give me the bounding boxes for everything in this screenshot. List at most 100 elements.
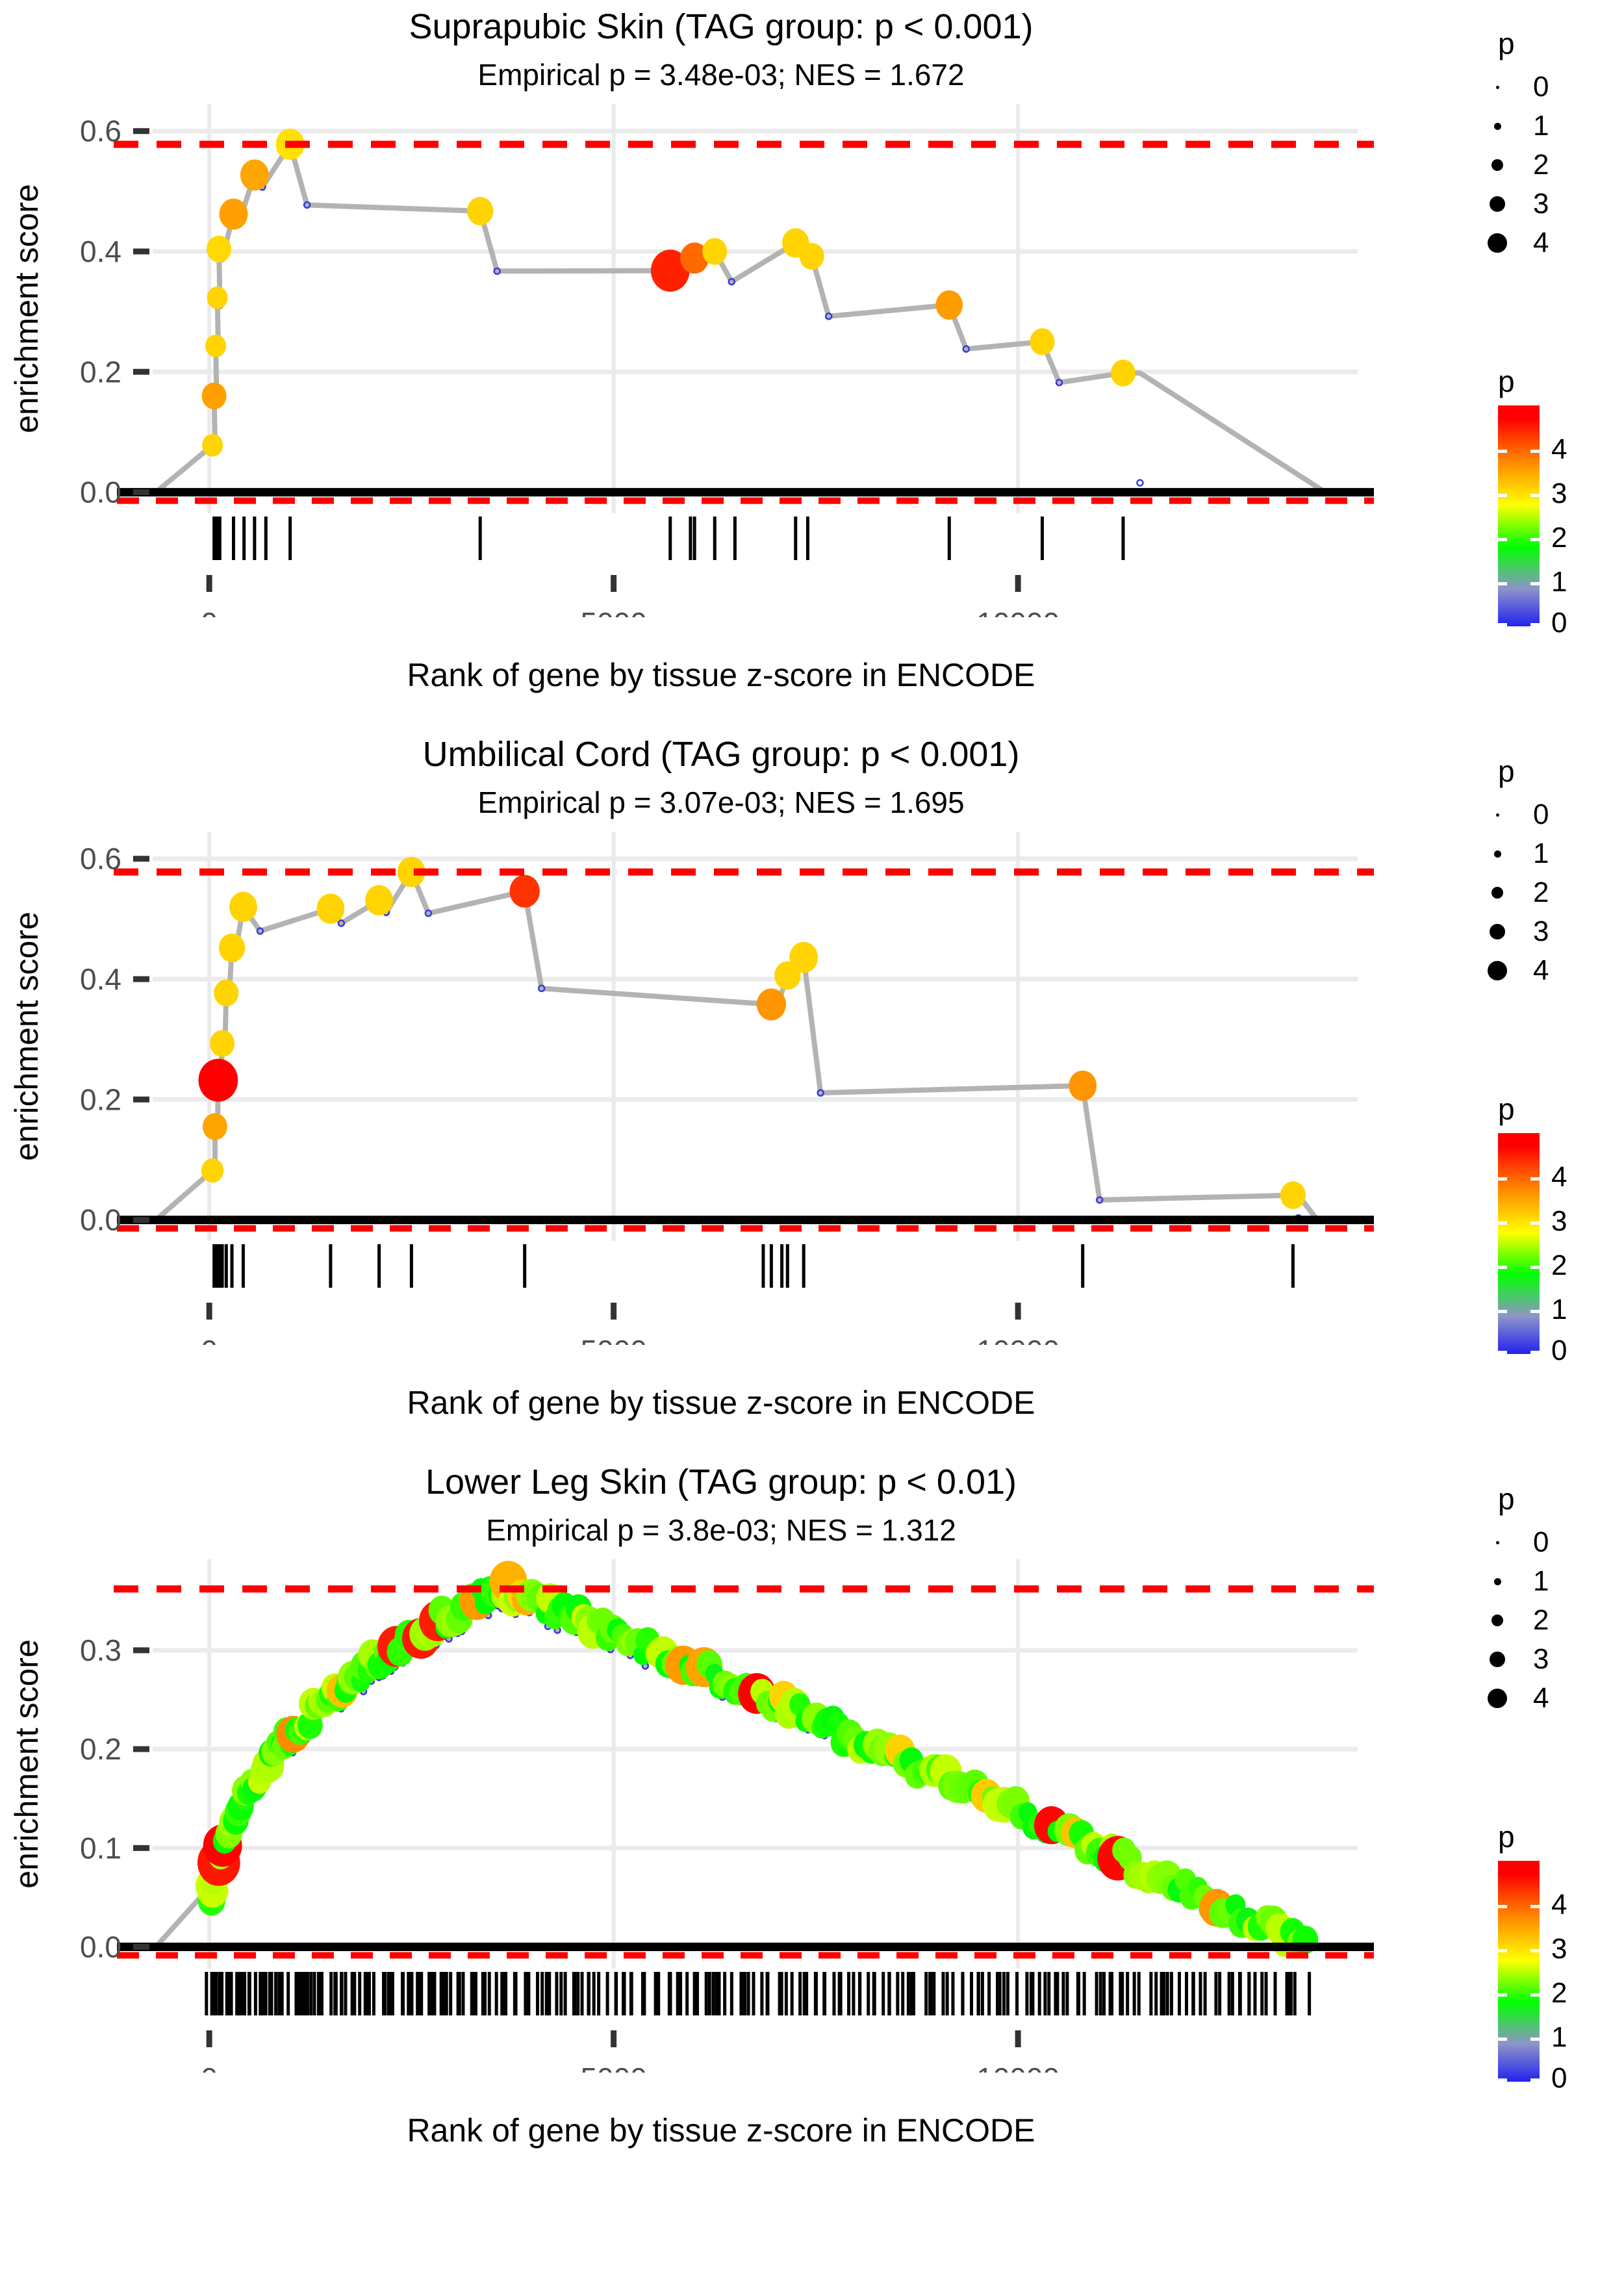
size-legend-dot-icon (1462, 1652, 1533, 1667)
colorbar-tick (1530, 2078, 1540, 2082)
colorbar-tick (1530, 1993, 1540, 1997)
size-legend-label: 2 (1533, 1604, 1549, 1636)
size-legend-label: 3 (1533, 1643, 1549, 1675)
colorbar-tick (1530, 1949, 1540, 1952)
size-legend-rows: 0 1 2 3 4 (1462, 795, 1624, 990)
colorbar-tick (1498, 1905, 1507, 1908)
y-tick-label: 0.0 (80, 476, 121, 509)
y-tick-label: 0.1 (80, 1831, 121, 1865)
x-tick-label: 10000 (976, 606, 1059, 617)
size-legend-item: 2 (1462, 1601, 1624, 1640)
size-legend-item: 0 (1462, 68, 1624, 107)
colorbar-tick-label: 0 (1551, 606, 1567, 639)
colorbar-tick (1498, 1310, 1507, 1313)
panel-title: Lower Leg Skin (TAG group: p < 0.01) (425, 1463, 1017, 1501)
panel-umbilical-cord: Umbilical Cord (TAG group: p < 0.001) Em… (0, 728, 1624, 1455)
colorbar-tick-label: 1 (1551, 1294, 1567, 1325)
colorbar-wrap: 4 3 2 1 0 (1462, 1133, 1624, 1366)
colorbar-tick (1530, 2038, 1540, 2041)
size-legend-title: p (1498, 27, 1515, 60)
x-tick-label: 0 (201, 1334, 218, 1345)
size-legend-label: 4 (1533, 227, 1549, 259)
size-legend-dot-icon (1462, 122, 1533, 130)
colorbar-tick (1530, 1310, 1540, 1313)
colorbar-tick (1498, 538, 1507, 541)
size-legend-dot-icon (1462, 159, 1533, 171)
colorbar-tick (1498, 582, 1507, 585)
colorbar-tick (1530, 1221, 1540, 1225)
size-legend-label: 0 (1533, 71, 1549, 103)
colorbar-tick (1530, 538, 1540, 541)
size-legend-item: 2 (1462, 146, 1624, 185)
colorbar-tick (1498, 450, 1507, 453)
colorbar-tick (1498, 1949, 1507, 1952)
colorbar-gradient (1498, 405, 1540, 626)
y-tick-label: 0.2 (80, 1732, 121, 1766)
size-legend-dot-icon (1462, 233, 1533, 253)
colorbar-tick (1498, 1266, 1507, 1269)
size-legend-dot-icon (1462, 850, 1533, 858)
size-legend-label: 0 (1533, 1526, 1549, 1558)
colorbar-tick-label: 1 (1551, 566, 1567, 598)
x-axis-title: Rank of gene by tissue z-score in ENCODE (407, 657, 1035, 693)
y-tick-label: 0.0 (80, 1930, 121, 1964)
colorbar-tick (1530, 582, 1540, 585)
colorbar-tick-label: 0 (1551, 1334, 1567, 1366)
plot-area: 0.0 0.1 0.2 0.3 enrichment score 0 5000 10000 (0, 1553, 1377, 2073)
size-legend: p 0 1 2 3 4 (1462, 26, 1624, 262)
x-tick-label: 5000 (580, 606, 646, 617)
size-legend-item: 0 (1462, 1523, 1624, 1562)
panel-title: Suprapubic Skin (TAG group: p < 0.001) (409, 7, 1034, 46)
y-tick-label: 0.2 (80, 1082, 121, 1116)
x-axis-title: Rank of gene by tissue z-score in ENCODE (407, 2112, 1035, 2149)
color-legend: p 4 3 2 1 0 (1462, 1819, 1624, 2094)
size-legend-dot-icon (1462, 961, 1533, 980)
size-legend-label: 3 (1533, 915, 1549, 947)
colorbar-tick (1498, 1350, 1507, 1354)
x-axis-title: Rank of gene by tissue z-score in ENCODE (407, 1385, 1035, 1421)
size-legend-dot-icon (1462, 1540, 1533, 1544)
size-legend-rows: 0 1 2 3 4 (1462, 1523, 1624, 1718)
colorbar-tick (1498, 622, 1507, 626)
y-tick-label: 0.6 (80, 842, 121, 876)
size-legend-title: p (1498, 1482, 1515, 1516)
size-legend-item: 3 (1462, 912, 1624, 951)
size-legend-title: p (1498, 754, 1515, 788)
colorbar-gradient (1498, 1861, 1540, 2082)
panel-subtitle: Empirical p = 3.48e-03; NES = 1.672 (477, 58, 965, 92)
colorbar-tick (1530, 1350, 1540, 1354)
y-axis-title: enrichment score (8, 912, 45, 1161)
color-legend: p 4 3 2 1 0 (1462, 364, 1624, 639)
colorbar-tick-label: 3 (1551, 478, 1567, 509)
size-legend-dot-icon (1462, 196, 1533, 212)
colorbar-tick (1498, 494, 1507, 497)
size-legend-item: 3 (1462, 1640, 1624, 1679)
size-legend-item: 4 (1462, 224, 1624, 262)
colorbar-labels: 4 3 2 1 0 (1551, 405, 1623, 639)
y-axis-title: enrichment score (8, 184, 45, 433)
x-tick-label: 5000 (580, 2062, 646, 2073)
size-legend-item: 4 (1462, 1679, 1624, 1718)
size-legend-dot-icon (1462, 1615, 1533, 1626)
size-legend-item: 1 (1462, 107, 1624, 146)
y-tick-label: 0.2 (80, 355, 121, 389)
y-tick-label: 0.4 (80, 235, 121, 268)
size-legend-dot-icon (1462, 85, 1533, 89)
size-legend-item: 0 (1462, 795, 1624, 834)
x-tick-label: 10000 (976, 1334, 1059, 1345)
colorbar-tick (1498, 1221, 1507, 1225)
colorbar-tick-label: 3 (1551, 1205, 1567, 1237)
size-legend-item: 2 (1462, 873, 1624, 912)
colorbar-wrap: 4 3 2 1 0 (1462, 405, 1624, 639)
x-tick-label: 10000 (976, 2062, 1059, 2073)
x-tick-label: 0 (201, 2062, 218, 2073)
colorbar-tick (1530, 1266, 1540, 1269)
size-legend-label: 2 (1533, 876, 1549, 908)
colorbar-tick-label: 0 (1551, 2062, 1567, 2094)
plot-area: 0.0 0.2 0.4 0.6 enrichment score 0 5000 10000 (0, 825, 1377, 1345)
color-legend-title: p (1498, 1820, 1515, 1854)
y-axis-title: enrichment score (8, 1639, 45, 1889)
colorbar-tick-label: 2 (1551, 1977, 1567, 2009)
size-legend-label: 1 (1533, 110, 1549, 142)
y-tick-label: 0.4 (80, 962, 121, 996)
